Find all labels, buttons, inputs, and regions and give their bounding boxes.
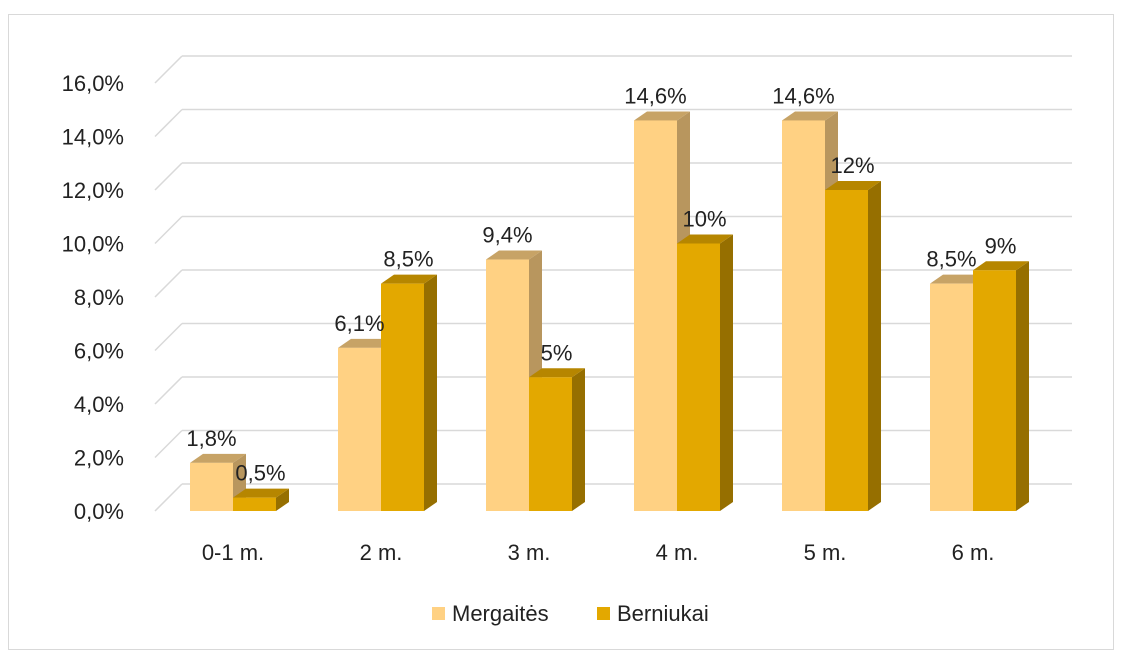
- x-category-label: 3 m.: [508, 540, 551, 565]
- gridline-side: [154, 483, 183, 512]
- bar-top: [338, 338, 394, 348]
- data-label: 14,6%: [624, 83, 686, 108]
- legend-label: Mergaitės: [452, 601, 549, 626]
- bar-side: [276, 488, 289, 511]
- bar: [677, 243, 720, 511]
- gridline-side: [154, 215, 183, 245]
- bar-side: [720, 234, 733, 511]
- bar-top: [634, 111, 690, 121]
- x-axis-categories: 0-1 m. 2 m. 3 m. 4 m. 5 m. 6 m.: [202, 540, 995, 565]
- y-tick-label: 16,0%: [62, 71, 124, 96]
- data-label: 12%: [830, 153, 874, 178]
- legend-swatch: [597, 607, 610, 620]
- bar-top: [486, 250, 542, 260]
- data-label: 14,6%: [772, 83, 834, 108]
- gridline-side: [154, 55, 183, 84]
- gridline-side: [154, 429, 183, 459]
- bar-top: [930, 274, 986, 284]
- bar: [486, 259, 529, 511]
- bar: [973, 270, 1016, 511]
- bar: [825, 190, 868, 511]
- legend-swatch: [432, 607, 445, 620]
- x-category-label: 5 m.: [804, 540, 847, 565]
- bar-side: [1016, 261, 1029, 511]
- y-tick-label: 6,0%: [74, 339, 124, 364]
- x-category-label: 4 m.: [656, 540, 699, 565]
- bar-top: [190, 453, 246, 463]
- gridline-side: [154, 108, 183, 138]
- bar-side: [868, 181, 881, 511]
- bar-top: [973, 261, 1029, 271]
- y-tick-label: 10,0%: [62, 232, 124, 257]
- bar-top: [677, 234, 733, 244]
- gridline-side: [154, 376, 183, 405]
- x-category-label: 6 m.: [952, 540, 995, 565]
- gridline-side: [154, 269, 183, 298]
- chart-frame: [8, 14, 1114, 650]
- data-label: 8,5%: [383, 247, 433, 272]
- y-tick-label: 4,0%: [74, 392, 124, 417]
- bar: [634, 120, 677, 511]
- bars: [190, 111, 1029, 512]
- gridline-side: [154, 162, 183, 191]
- bar: [529, 377, 572, 511]
- y-axis-ticks: 0,0% 2,0% 4,0% 6,0% 8,0% 10,0% 12,0% 14,0% 16,0%: [62, 71, 124, 524]
- bar-side: [424, 274, 437, 511]
- data-label: 9,4%: [482, 223, 532, 248]
- bar: [930, 283, 973, 511]
- data-label: 9%: [985, 233, 1017, 258]
- data-label: 6,1%: [334, 311, 384, 336]
- bar: [190, 462, 233, 511]
- bar: [381, 283, 424, 511]
- data-label: 10%: [682, 207, 726, 232]
- gridlines: [154, 55, 1072, 512]
- bar-top: [529, 368, 585, 378]
- data-label: 5%: [541, 340, 573, 365]
- bar-top: [782, 111, 838, 121]
- data-label: 0,5%: [235, 461, 285, 486]
- y-tick-label: 8,0%: [74, 285, 124, 310]
- bar-top: [381, 274, 437, 284]
- data-labels: 1,8% 0,5% 6,1% 8,5% 9,4% 5% 14,6% 10% 14,6% 12% 8,…: [186, 83, 1016, 485]
- bar: [338, 347, 381, 511]
- bar-side: [572, 368, 585, 511]
- bar-top: [825, 181, 881, 190]
- bar-top: [233, 488, 289, 498]
- bar: [782, 120, 825, 511]
- bar: [233, 497, 276, 511]
- x-category-label: 0-1 m.: [202, 540, 264, 565]
- y-tick-label: 12,0%: [62, 178, 124, 203]
- y-tick-label: 14,0%: [62, 125, 124, 150]
- x-category-label: 2 m.: [360, 540, 403, 565]
- data-label: 1,8%: [186, 426, 236, 451]
- y-tick-label: 2,0%: [74, 446, 124, 471]
- gridline-side: [154, 322, 183, 352]
- data-label: 8,5%: [926, 247, 976, 272]
- legend: Mergaitės Berniukai: [432, 601, 709, 626]
- y-tick-label: 0,0%: [74, 499, 124, 524]
- legend-label: Berniukai: [617, 601, 709, 626]
